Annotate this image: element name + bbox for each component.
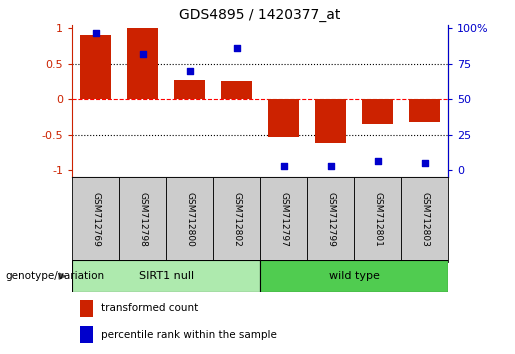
Text: SIRT1 null: SIRT1 null [139,271,194,281]
Bar [362,99,393,124]
Bar [80,326,93,343]
Bar [174,80,205,99]
Bar [409,99,440,122]
Point [92,30,100,35]
Text: percentile rank within the sample: percentile rank within the sample [100,330,277,340]
Point [185,68,194,74]
Text: genotype/variation: genotype/variation [5,271,104,281]
Bar [315,99,346,143]
Point [327,163,335,169]
Text: GSM712797: GSM712797 [279,192,288,247]
Point [420,160,428,166]
Bar [260,260,448,292]
Text: GSM712769: GSM712769 [91,192,100,247]
Text: GSM712798: GSM712798 [138,192,147,247]
Text: GSM712802: GSM712802 [232,192,241,247]
Point [139,51,147,57]
Text: wild type: wild type [329,271,380,281]
Title: GDS4895 / 1420377_at: GDS4895 / 1420377_at [179,8,341,22]
Bar [80,35,111,99]
Bar [221,81,252,99]
Text: GSM712801: GSM712801 [373,192,382,247]
Point [373,159,382,164]
Text: GSM712803: GSM712803 [420,192,429,247]
Bar [307,177,354,262]
Bar [119,177,166,262]
Bar [354,177,401,262]
Bar [401,177,448,262]
Bar [80,300,93,317]
Text: GSM712800: GSM712800 [185,192,194,247]
Point [232,45,241,51]
Bar [72,177,119,262]
Bar [260,177,307,262]
Bar [213,177,260,262]
Bar [268,99,299,137]
Point [280,163,288,169]
Bar [72,260,260,292]
Bar [166,177,213,262]
Bar [127,28,158,99]
Text: transformed count: transformed count [100,303,198,313]
Text: GSM712799: GSM712799 [326,192,335,247]
